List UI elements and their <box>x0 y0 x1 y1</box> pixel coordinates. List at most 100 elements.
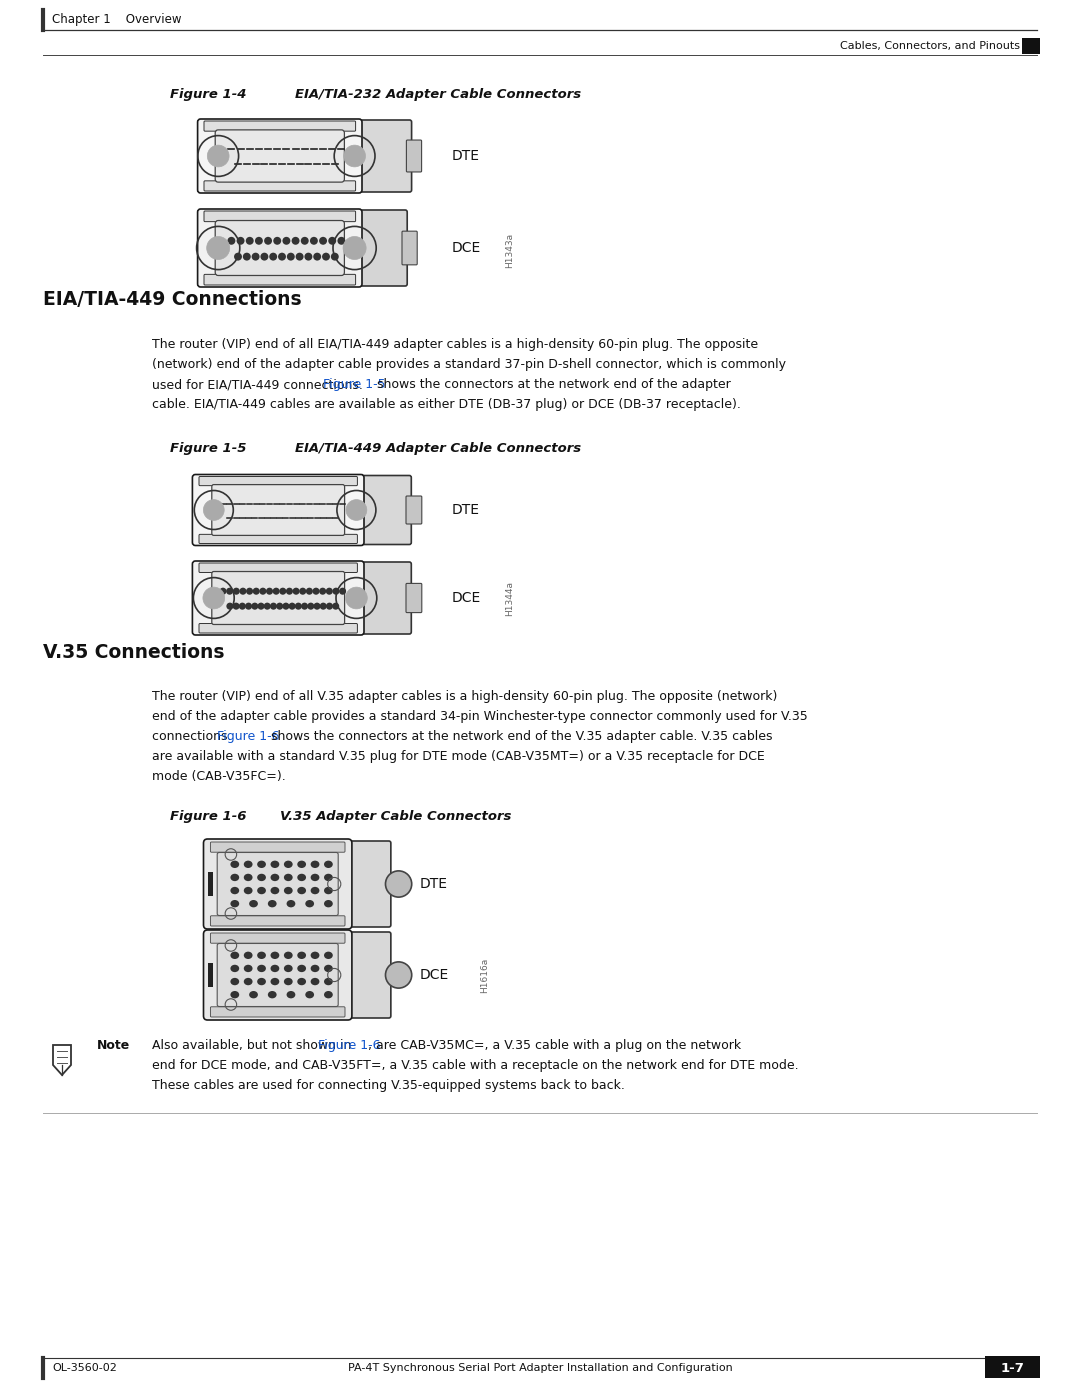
Ellipse shape <box>268 900 276 908</box>
Circle shape <box>300 237 309 244</box>
Circle shape <box>252 253 259 261</box>
Ellipse shape <box>244 861 253 868</box>
Ellipse shape <box>230 861 239 868</box>
Circle shape <box>313 253 321 261</box>
Circle shape <box>245 602 252 609</box>
FancyBboxPatch shape <box>215 221 345 275</box>
Text: shows the connectors at the network end of the adapter: shows the connectors at the network end … <box>373 379 731 391</box>
Circle shape <box>330 253 339 261</box>
FancyBboxPatch shape <box>343 841 391 928</box>
Circle shape <box>322 253 330 261</box>
FancyBboxPatch shape <box>203 930 352 1020</box>
Text: 1-7: 1-7 <box>1000 1362 1024 1375</box>
Circle shape <box>299 588 307 595</box>
Ellipse shape <box>268 990 276 999</box>
Text: Figure 1-5: Figure 1-5 <box>170 441 246 455</box>
Circle shape <box>337 237 346 244</box>
Text: The router (VIP) end of all EIA/TIA-449 adapter cables is a high-density 60-pin : The router (VIP) end of all EIA/TIA-449 … <box>152 338 758 351</box>
Ellipse shape <box>230 873 239 882</box>
Ellipse shape <box>270 861 280 868</box>
Text: H1616a: H1616a <box>481 957 489 993</box>
FancyBboxPatch shape <box>217 943 338 1006</box>
Ellipse shape <box>286 900 295 908</box>
Ellipse shape <box>257 951 266 958</box>
Text: DTE: DTE <box>420 877 448 891</box>
Circle shape <box>343 236 366 260</box>
Circle shape <box>328 237 336 244</box>
Text: end for DCE mode, and CAB-V35FT=, a V.35 cable with a receptacle on the network : end for DCE mode, and CAB-V35FT=, a V.35… <box>152 1059 798 1071</box>
FancyBboxPatch shape <box>199 534 357 543</box>
Circle shape <box>287 253 295 261</box>
Circle shape <box>283 237 291 244</box>
Circle shape <box>288 602 296 609</box>
Ellipse shape <box>324 900 333 908</box>
FancyBboxPatch shape <box>204 274 355 285</box>
Ellipse shape <box>257 887 266 894</box>
Circle shape <box>237 237 244 244</box>
Circle shape <box>333 602 339 609</box>
Circle shape <box>269 253 278 261</box>
Text: V.35 Adapter Cable Connectors: V.35 Adapter Cable Connectors <box>280 810 511 823</box>
Ellipse shape <box>324 990 333 999</box>
Circle shape <box>319 588 326 595</box>
Ellipse shape <box>324 873 333 882</box>
Text: DTE: DTE <box>453 503 480 517</box>
Text: Cables, Connectors, and Pinouts: Cables, Connectors, and Pinouts <box>840 41 1020 52</box>
Ellipse shape <box>297 861 306 868</box>
Text: connections.: connections. <box>152 731 235 743</box>
Text: are available with a standard V.35 plug for DTE mode (CAB-V35MT=) or a V.35 rece: are available with a standard V.35 plug … <box>152 750 765 763</box>
Circle shape <box>280 588 286 595</box>
Circle shape <box>228 237 235 244</box>
Circle shape <box>326 602 333 609</box>
FancyBboxPatch shape <box>199 476 357 486</box>
Ellipse shape <box>297 965 306 972</box>
Circle shape <box>252 602 258 609</box>
Ellipse shape <box>244 951 253 958</box>
FancyBboxPatch shape <box>198 210 362 286</box>
FancyBboxPatch shape <box>192 562 364 636</box>
Circle shape <box>282 602 289 609</box>
Text: Figure 1-6: Figure 1-6 <box>170 810 246 823</box>
Text: PA-4T Synchronous Serial Port Adapter Installation and Configuration: PA-4T Synchronous Serial Port Adapter In… <box>348 1363 732 1373</box>
Circle shape <box>320 602 327 609</box>
Text: OL-3560-02: OL-3560-02 <box>52 1363 117 1373</box>
Circle shape <box>259 588 267 595</box>
Ellipse shape <box>270 887 280 894</box>
Circle shape <box>339 588 346 595</box>
Circle shape <box>234 253 242 261</box>
Ellipse shape <box>311 873 320 882</box>
Ellipse shape <box>311 965 320 972</box>
Ellipse shape <box>230 978 239 985</box>
Ellipse shape <box>249 900 258 908</box>
Circle shape <box>296 253 303 261</box>
Circle shape <box>207 145 229 166</box>
Circle shape <box>346 500 367 521</box>
FancyBboxPatch shape <box>356 475 411 545</box>
FancyBboxPatch shape <box>402 231 417 265</box>
Text: These cables are used for connecting V.35-equipped systems back to back.: These cables are used for connecting V.3… <box>152 1078 625 1092</box>
Circle shape <box>246 588 253 595</box>
Circle shape <box>203 500 225 521</box>
Circle shape <box>240 588 246 595</box>
Ellipse shape <box>257 861 266 868</box>
Text: H1343a: H1343a <box>505 232 514 268</box>
Circle shape <box>343 145 365 166</box>
Circle shape <box>206 236 230 260</box>
Text: DCE: DCE <box>420 968 449 982</box>
Circle shape <box>295 602 302 609</box>
Circle shape <box>255 237 262 244</box>
FancyBboxPatch shape <box>355 120 411 191</box>
Circle shape <box>246 237 254 244</box>
Text: Figure 1-6: Figure 1-6 <box>318 1039 380 1052</box>
FancyBboxPatch shape <box>198 119 362 193</box>
Circle shape <box>346 587 367 609</box>
Text: EIA/TIA-232 Adapter Cable Connectors: EIA/TIA-232 Adapter Cable Connectors <box>295 88 581 101</box>
FancyBboxPatch shape <box>207 963 214 988</box>
Ellipse shape <box>306 900 314 908</box>
Ellipse shape <box>311 978 320 985</box>
Ellipse shape <box>324 887 333 894</box>
Ellipse shape <box>297 873 306 882</box>
Text: EIA/TIA-449 Connections: EIA/TIA-449 Connections <box>43 291 301 309</box>
Text: (network) end of the adapter cable provides a standard 37-pin D-shell connector,: (network) end of the adapter cable provi… <box>152 358 786 372</box>
Circle shape <box>276 602 283 609</box>
